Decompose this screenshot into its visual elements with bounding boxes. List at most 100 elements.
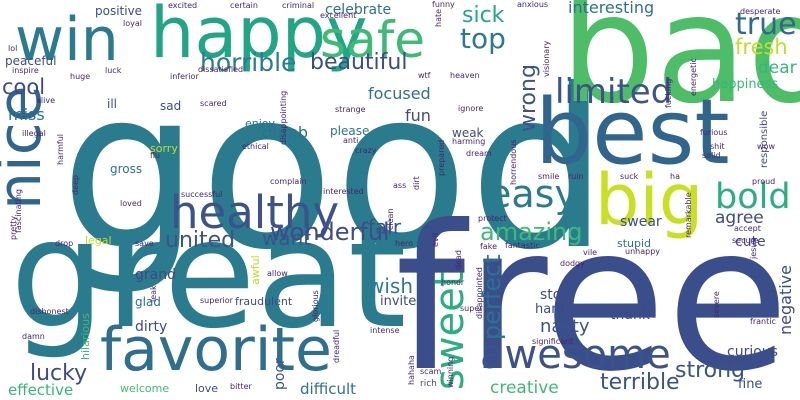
word-hard: hard bbox=[535, 302, 565, 317]
word-glorious: glorious bbox=[311, 290, 320, 322]
word-dissatisfied: dissatisfied bbox=[198, 65, 244, 74]
word-horrible: horrible bbox=[200, 48, 297, 77]
word-ignore: ignore bbox=[458, 104, 484, 113]
word-certain: certain bbox=[230, 1, 258, 10]
word-significant: significant bbox=[532, 337, 574, 346]
word-damn: damn bbox=[22, 332, 45, 341]
word-desperate: desperate bbox=[740, 7, 781, 16]
word-disappointed: disappointed bbox=[475, 267, 484, 319]
word-effective: effective bbox=[8, 381, 74, 399]
word-invite: invite bbox=[380, 294, 417, 309]
word-fun: fun bbox=[405, 106, 431, 125]
word-cool: cool bbox=[2, 75, 46, 99]
word-allow: allow bbox=[267, 269, 288, 278]
word-happiness: happiness bbox=[712, 77, 779, 92]
word-good: good bbox=[60, 42, 609, 298]
word-top: top bbox=[460, 22, 506, 55]
word-wow: wow bbox=[757, 142, 775, 151]
word-legal: legal bbox=[85, 234, 112, 247]
word-beautiful: beautiful bbox=[310, 50, 408, 75]
word-cute: cute bbox=[735, 234, 766, 250]
word-super: super bbox=[460, 304, 483, 313]
word-illegal: illegal bbox=[22, 129, 46, 138]
word-prepared: prepared bbox=[437, 139, 446, 176]
word-miss: miss bbox=[8, 105, 45, 124]
word-strong: strong bbox=[675, 358, 746, 383]
word-save: save bbox=[135, 239, 154, 248]
word-complain: complain bbox=[270, 177, 307, 186]
word-unhappy: unhappy bbox=[625, 247, 661, 256]
word-fucking: fucking bbox=[664, 78, 673, 108]
word-smile: smile bbox=[538, 172, 560, 181]
word-fair: fair bbox=[368, 215, 402, 239]
word-energetic: energetic bbox=[689, 58, 698, 96]
word-honor: honor bbox=[441, 278, 465, 287]
word-terrible: terrible bbox=[600, 370, 680, 395]
word-best: best bbox=[535, 80, 730, 185]
word-inferior: inferior bbox=[170, 72, 199, 81]
word-gross: gross bbox=[110, 162, 143, 176]
word-weak: weak bbox=[452, 126, 484, 140]
word-harmful: harmful bbox=[56, 133, 65, 165]
word-healthy: healthy bbox=[170, 186, 340, 239]
word-wish: wish bbox=[368, 274, 414, 298]
word-shit: shit bbox=[710, 142, 725, 151]
word-hate: hate bbox=[434, 8, 443, 27]
word-dreadful: dreadful bbox=[332, 329, 341, 363]
word-nasty: nasty bbox=[540, 316, 590, 337]
word-flu: flu bbox=[150, 151, 161, 160]
word-luck: luck bbox=[105, 66, 122, 75]
word-positive: positive bbox=[95, 4, 143, 18]
word-true: true bbox=[735, 7, 797, 42]
word-dirty: dirty bbox=[135, 319, 168, 335]
word-limited: limited bbox=[555, 72, 673, 112]
word-big: big bbox=[595, 159, 704, 241]
word-want: want bbox=[262, 226, 312, 250]
word-loyal: loyal bbox=[123, 19, 142, 28]
word-curious: curious bbox=[727, 344, 778, 360]
word-dirt: dirt bbox=[412, 176, 421, 190]
word-ha: ha bbox=[670, 172, 680, 181]
word-great: great bbox=[10, 188, 407, 362]
word-awesome: awesome bbox=[480, 332, 671, 378]
word-hahaha: hahaha bbox=[407, 355, 416, 385]
word-leak: leak bbox=[149, 285, 158, 302]
word-suck: suck bbox=[620, 172, 639, 181]
word-hilarious: hilarious bbox=[79, 313, 92, 360]
word-stop: stop bbox=[540, 287, 571, 303]
word-sad: sad bbox=[160, 99, 182, 113]
word-enjoy: enjoy bbox=[245, 117, 276, 130]
word-protect: protect bbox=[478, 214, 507, 223]
word-ruin: ruin bbox=[568, 172, 584, 181]
word-scared: scared bbox=[200, 99, 227, 108]
word-bold: bold bbox=[715, 177, 791, 217]
word-solid: solid bbox=[702, 151, 721, 160]
word-excellent: excellent bbox=[320, 11, 357, 20]
word-ass: ass bbox=[393, 181, 407, 190]
word-glad: glad bbox=[135, 295, 161, 309]
word-fraudulent: fraudulent bbox=[235, 295, 293, 308]
word-strange: strange bbox=[335, 105, 366, 114]
word-loved: loved bbox=[120, 199, 142, 208]
word-dear: dear bbox=[758, 58, 797, 78]
word-united: united bbox=[165, 228, 236, 253]
word-deep: deep bbox=[71, 175, 80, 195]
word-proud: proud bbox=[752, 177, 776, 186]
word-amazing: amazing bbox=[480, 218, 583, 246]
word-crazy: crazy bbox=[355, 146, 377, 155]
word-dumb: dumb bbox=[262, 123, 309, 142]
word-welcome: welcome bbox=[120, 382, 170, 395]
word-responsible: responsible bbox=[759, 110, 770, 168]
word-fresh: fresh bbox=[735, 35, 788, 59]
word-thank: thank bbox=[610, 307, 650, 323]
word-love: love bbox=[195, 382, 219, 395]
word-frantic: frantic bbox=[750, 317, 776, 326]
word-wonderful: wonderful bbox=[270, 218, 390, 246]
word-clean: clean bbox=[386, 208, 395, 230]
word-sorry: sorry bbox=[150, 142, 178, 155]
word-excited: excited bbox=[168, 1, 198, 10]
word-ethical: ethical bbox=[242, 142, 269, 151]
word-win: win bbox=[15, 5, 119, 75]
word-alive: alive bbox=[36, 96, 56, 105]
